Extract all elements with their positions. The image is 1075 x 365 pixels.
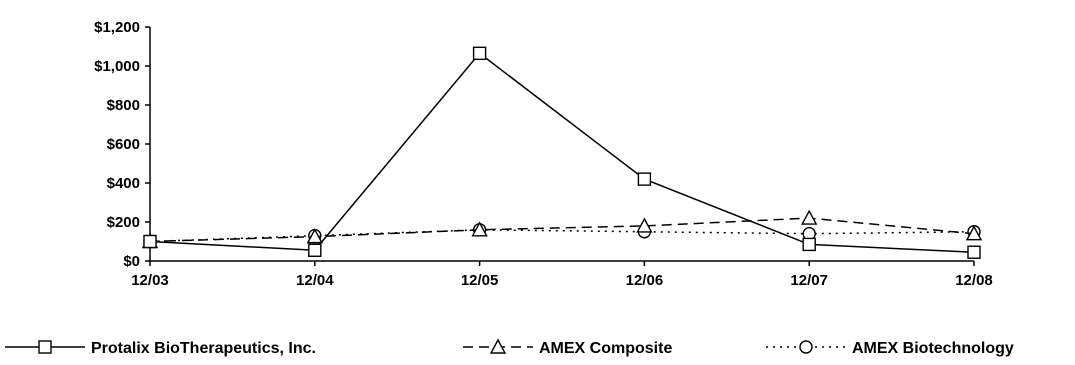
data-point <box>472 46 487 61</box>
data-point <box>965 225 983 241</box>
legend-marker <box>799 340 813 354</box>
legend-label: Protalix BioTherapeutics, Inc. <box>91 340 316 357</box>
legend: Protalix BioTherapeutics, Inc. AMEX Compo… <box>5 338 1014 357</box>
legend-label: AMEX Biotechnology <box>852 340 1014 357</box>
y-tick-label: $400 <box>107 175 140 192</box>
series-line <box>149 217 975 243</box>
y-tick-label: $0 <box>123 253 140 270</box>
legend-label: AMEX Composite <box>539 340 672 357</box>
data-point <box>306 228 323 244</box>
data-point <box>471 221 488 237</box>
legend-item-2: AMEX Biotechnology <box>766 340 1014 357</box>
series-1 <box>141 209 983 249</box>
x-tick-label: 12/07 <box>790 272 828 289</box>
series-line <box>149 229 975 243</box>
x-tick-label: 12/06 <box>626 272 664 289</box>
y-tick-label: $1,200 <box>94 19 140 36</box>
x-tick-label: 12/08 <box>955 272 993 289</box>
y-tick-label: $200 <box>107 214 140 231</box>
x-tick-label: 12/03 <box>131 272 169 289</box>
y-tick-label: $800 <box>107 97 140 114</box>
series-0 <box>143 46 981 259</box>
data-point <box>308 243 322 257</box>
data-point <box>143 234 157 249</box>
series-2 <box>143 223 981 249</box>
series-line <box>149 52 975 253</box>
legend-marker <box>38 340 52 354</box>
y-tick-label: $1,000 <box>94 58 140 75</box>
legend-item-0: Protalix BioTherapeutics, Inc. <box>5 340 316 357</box>
data-point <box>637 172 652 186</box>
series-layer <box>141 46 983 259</box>
y-tick-label: $600 <box>107 136 140 153</box>
data-point <box>967 245 981 259</box>
x-tick-label: 12/04 <box>296 272 334 289</box>
x-tick-label: 12/05 <box>461 272 499 289</box>
data-point <box>636 217 653 233</box>
x-axis: 12/03 12/04 12/05 12/06 12/07 12/08 <box>131 260 993 289</box>
data-point <box>801 209 818 225</box>
legend-marker <box>489 338 507 354</box>
y-axis: $0 $200 $400 $600 $800 $1,000 $1,200 <box>94 19 151 270</box>
legend-item-1: AMEX Composite <box>463 338 672 357</box>
data-point <box>802 237 816 252</box>
